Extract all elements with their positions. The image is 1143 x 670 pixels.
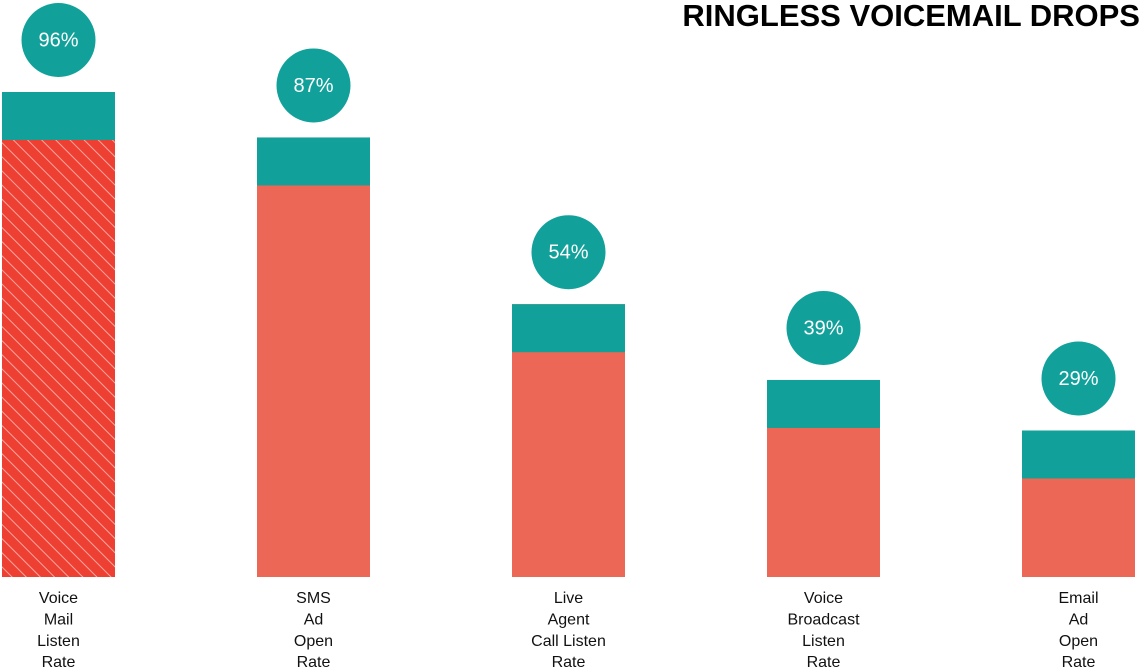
x-tick-label: Broadcast xyxy=(787,612,860,629)
chart-title: RINGLESS VOICEMAIL DROPS xyxy=(682,0,1140,33)
x-tick-label: Rate xyxy=(807,654,841,670)
value-bubble xyxy=(276,48,351,123)
value-bubble xyxy=(21,3,96,77)
x-tick-label: Rate xyxy=(42,654,76,670)
x-tick-label: Voice xyxy=(39,590,78,607)
value-label: 96% xyxy=(38,29,78,51)
bar-cap xyxy=(767,379,880,428)
bar-cap xyxy=(512,304,625,353)
x-tick-label: Rate xyxy=(297,654,331,670)
bar-cap xyxy=(257,137,370,186)
x-tick-label: Open xyxy=(1059,633,1098,650)
x-tick-label: Email xyxy=(1058,590,1098,607)
value-label: 29% xyxy=(1058,368,1098,390)
bar xyxy=(2,92,115,577)
x-tick-label: SMS xyxy=(296,590,331,607)
x-tick-label: Agent xyxy=(548,612,590,629)
value-bubble xyxy=(786,290,861,365)
x-tick-label: Mail xyxy=(44,612,73,629)
x-tick-label: Rate xyxy=(1062,654,1096,670)
x-tick-label: Ad xyxy=(1069,612,1089,629)
x-tick-label: Live xyxy=(554,590,583,607)
value-bubble xyxy=(531,215,606,290)
x-tick-label: Call Listen xyxy=(531,633,606,650)
x-tick-label: Listen xyxy=(37,633,80,650)
bar-cap xyxy=(2,92,115,140)
value-label: 54% xyxy=(548,241,588,263)
x-tick-label: Voice xyxy=(804,590,843,607)
value-label: 87% xyxy=(293,75,333,97)
x-tick-label: Rate xyxy=(552,654,586,670)
value-bubble xyxy=(1041,341,1116,416)
value-label: 39% xyxy=(803,317,843,339)
x-tick-label: Listen xyxy=(802,633,845,650)
bar-cap xyxy=(1022,430,1135,479)
x-tick-label: Ad xyxy=(304,612,324,629)
x-tick-label: Open xyxy=(294,633,333,650)
bar xyxy=(257,137,370,577)
